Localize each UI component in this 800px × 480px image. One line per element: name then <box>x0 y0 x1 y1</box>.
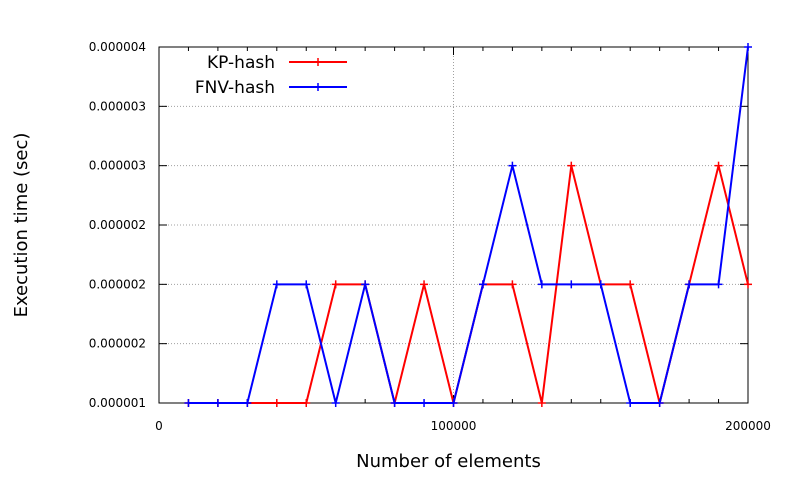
data-point <box>508 280 517 289</box>
data-point <box>596 280 605 289</box>
y-tick-label: 0.000002 <box>89 218 146 232</box>
data-point <box>567 161 576 170</box>
data-point <box>331 399 340 407</box>
data-point <box>744 280 752 289</box>
legend: KP-hash FNV-hash <box>195 53 347 98</box>
series-line <box>188 46 749 404</box>
data-point <box>567 280 576 289</box>
data-point <box>626 399 635 407</box>
data-point <box>184 399 193 407</box>
x-axis-title: Number of elements <box>356 451 541 472</box>
data-point <box>655 399 664 407</box>
y-tick-label: 0.000003 <box>89 99 146 113</box>
series-fnv-hash <box>184 43 752 407</box>
y-tick-label: 0.000003 <box>89 159 146 173</box>
data-point <box>390 399 399 407</box>
legend-label: FNV-hash <box>195 78 275 98</box>
y-tick-label: 0.000004 <box>89 40 146 54</box>
y-tick-label: 0.000002 <box>89 277 146 291</box>
data-point <box>537 399 546 407</box>
data-point <box>272 280 281 289</box>
data-point <box>449 399 458 407</box>
x-tick-labels: 0 100000 200000 <box>155 419 771 433</box>
legend-label: KP-hash <box>207 53 275 73</box>
x-tick-label: 200000 <box>725 419 771 433</box>
grid <box>159 47 748 403</box>
x-tick-label: 100000 <box>431 419 477 433</box>
data-point <box>508 161 517 170</box>
data-point <box>714 280 723 289</box>
data-point <box>420 399 429 407</box>
data-point <box>361 280 370 289</box>
data-point <box>685 280 694 289</box>
data-point <box>714 161 723 170</box>
y-tick-label: 0.000002 <box>89 337 146 351</box>
data-point <box>243 399 252 407</box>
data-point <box>626 280 635 289</box>
x-tick-label: 0 <box>155 419 163 433</box>
data-point <box>213 399 222 407</box>
y-tick-labels: 0.000001 0.000002 0.000002 0.000002 0.000003… <box>89 40 146 410</box>
y-axis-title: Execution time (sec) <box>11 133 32 318</box>
data-point <box>420 280 429 289</box>
series <box>184 43 752 407</box>
data-point <box>331 280 340 289</box>
data-point <box>478 280 487 289</box>
data-point <box>302 399 311 407</box>
y-tick-label: 0.000001 <box>89 396 146 410</box>
data-point <box>302 280 311 289</box>
data-point <box>537 280 546 289</box>
data-point <box>272 399 281 407</box>
data-point <box>744 43 752 51</box>
